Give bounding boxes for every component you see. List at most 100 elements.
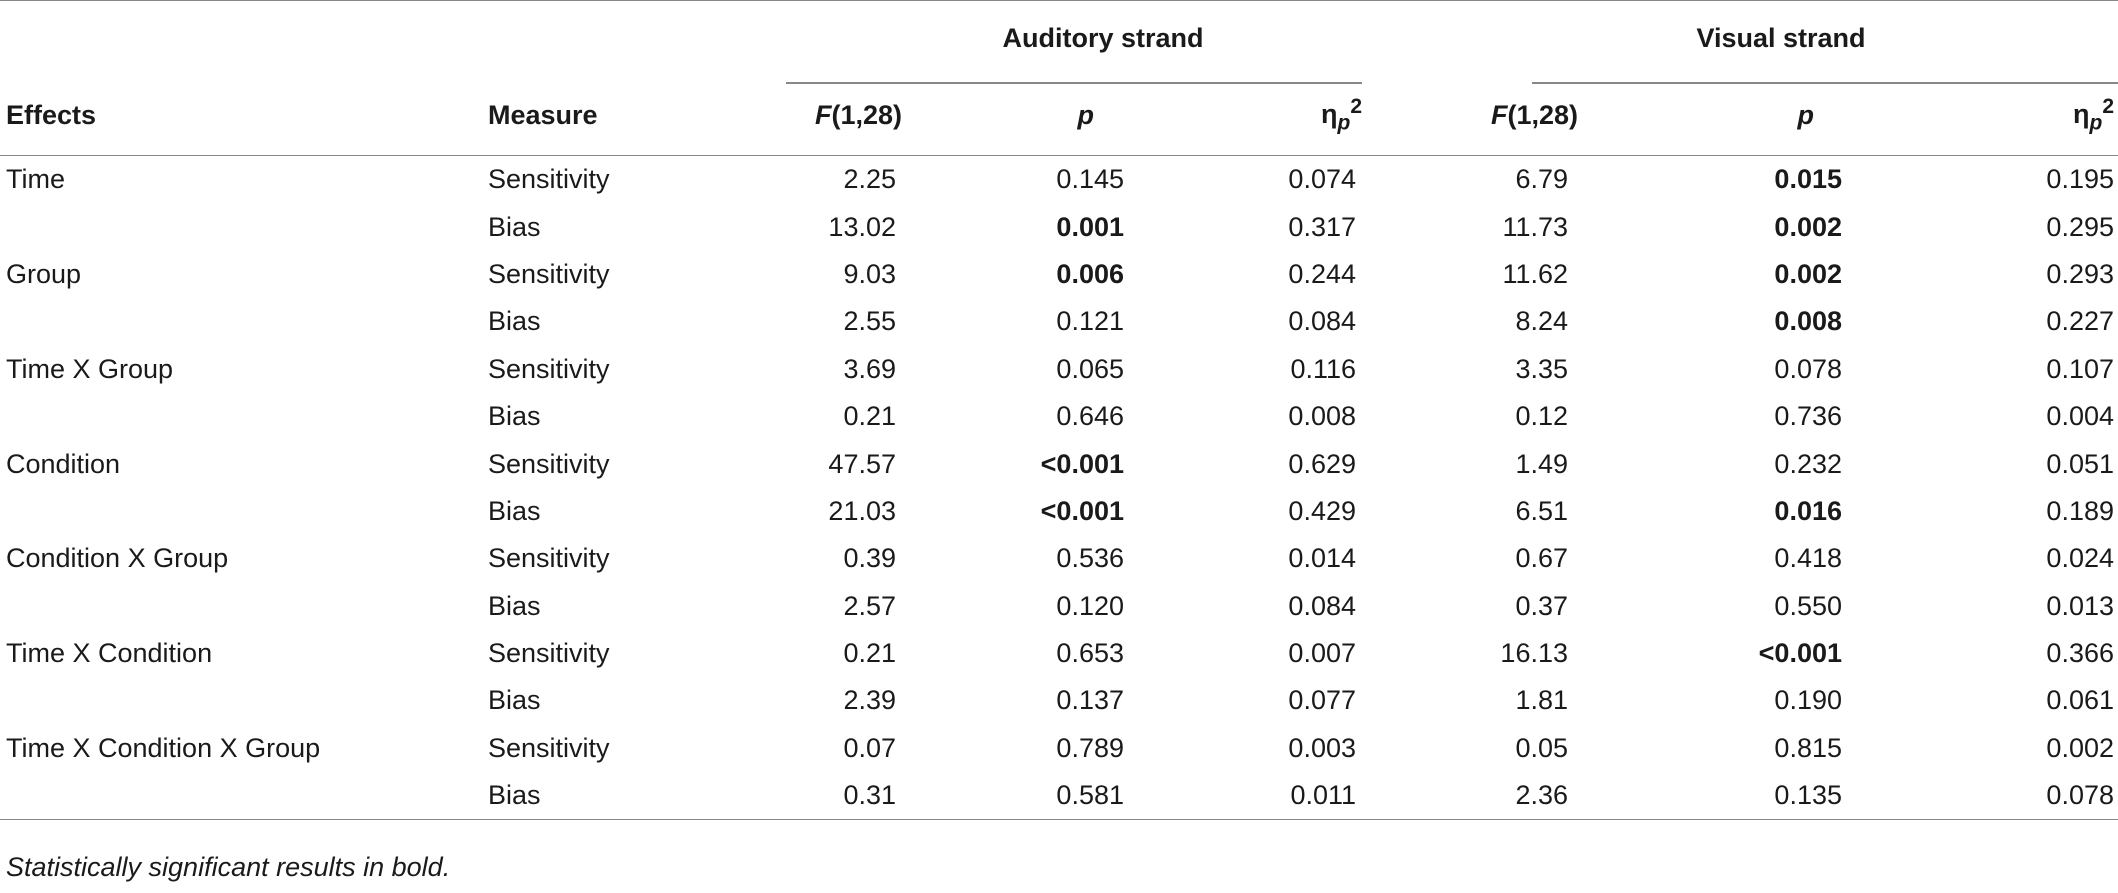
visual-eta-cell: 0.189 xyxy=(2046,495,2114,526)
measure-cell: Sensitivity xyxy=(488,543,610,574)
visual-p-cell: 0.008 xyxy=(1774,306,1842,337)
visual-p-cell: 0.016 xyxy=(1774,495,1842,526)
table-row: Bias 21.03 <0.001 0.429 6.51 0.016 0.189 xyxy=(0,488,2118,535)
visual-f-cell: 11.62 xyxy=(1502,258,1568,289)
visual-f-cell: 6.51 xyxy=(1515,495,1568,526)
auditory-p-cell: 0.581 xyxy=(902,772,1132,821)
visual-f-cell: 1.81 xyxy=(1515,685,1568,716)
effect-cell: Time xyxy=(6,164,65,195)
visual-p-cell: 0.815 xyxy=(1774,732,1842,763)
effect-cell xyxy=(0,393,490,440)
top-rule xyxy=(0,0,2118,1)
auditory-f-cell: 3.69 xyxy=(843,353,896,384)
auditory-f-cell: 0.21 xyxy=(843,401,896,432)
auditory-f-header: F(1,28) xyxy=(782,75,902,156)
auditory-p-cell: 0.120 xyxy=(1056,590,1124,621)
effect-cell xyxy=(0,203,490,250)
auditory-f-cell: 2.25 xyxy=(843,164,896,195)
table-row: Condition Sensitivity 47.57 <0.001 0.629 1.49… xyxy=(0,440,2118,487)
visual-strand-header: Visual strand xyxy=(1696,22,1866,53)
measure-cell: Bias xyxy=(488,772,780,821)
auditory-p-cell: 0.145 xyxy=(1056,164,1124,195)
visual-eta-cell: 0.293 xyxy=(2046,258,2114,289)
visual-p-cell: 0.015 xyxy=(1774,164,1842,195)
auditory-eta-cell: 0.244 xyxy=(1288,258,1356,289)
measure-cell: Sensitivity xyxy=(488,638,610,669)
visual-p-cell: <0.001 xyxy=(1758,638,1842,669)
visual-eta-cell: 0.051 xyxy=(2046,448,2114,479)
visual-p-cell: 0.232 xyxy=(1774,448,1842,479)
auditory-p-header: p xyxy=(902,75,1132,156)
effect-cell: Time X Group xyxy=(6,353,174,384)
effect-cell: Time X Condition xyxy=(6,638,213,669)
visual-f-cell: 2.36 xyxy=(1364,772,1620,821)
effect-cell: Condition xyxy=(6,448,121,479)
auditory-eta-cell: 0.008 xyxy=(1288,401,1356,432)
auditory-f-cell: 2.57 xyxy=(843,590,896,621)
auditory-p-cell: 0.646 xyxy=(1056,401,1124,432)
table-row: Group Sensitivity 9.03 0.006 0.244 11.62 0.002… xyxy=(0,251,2118,298)
visual-p-cell: 0.002 xyxy=(1774,258,1842,289)
visual-eta-cell: 0.078 xyxy=(1858,772,2118,821)
visual-eta-cell: 0.061 xyxy=(2046,685,2114,716)
auditory-eta-cell: 0.007 xyxy=(1288,638,1356,669)
auditory-eta-header: ηp2 xyxy=(1132,75,1364,156)
visual-f-header: F(1,28) xyxy=(1364,75,1620,156)
measure-cell: Bias xyxy=(488,590,541,621)
anova-table-figure: Auditory strand Visual strand Effects Me… xyxy=(0,0,2118,821)
table-row: Bias 0.21 0.646 0.008 0.12 0.736 0.004 xyxy=(0,393,2118,440)
strand-header-row: Auditory strand Visual strand xyxy=(0,1,2118,75)
effect-cell xyxy=(0,488,490,535)
auditory-p-cell: 0.121 xyxy=(1056,306,1124,337)
auditory-p-cell: 0.137 xyxy=(1056,685,1124,716)
auditory-eta-cell: 0.629 xyxy=(1288,448,1356,479)
visual-eta-cell: 0.013 xyxy=(2046,590,2114,621)
visual-f-cell: 8.24 xyxy=(1515,306,1568,337)
visual-strand-rule xyxy=(1532,82,2118,84)
effect-cell xyxy=(0,677,490,724)
auditory-p-cell: 0.065 xyxy=(1056,353,1124,384)
auditory-eta-cell: 0.084 xyxy=(1288,590,1356,621)
auditory-f-cell: 13.02 xyxy=(828,211,896,242)
table-row: Bias 2.57 0.120 0.084 0.37 0.550 0.013 xyxy=(0,583,2118,630)
auditory-f-cell: 2.39 xyxy=(843,685,896,716)
visual-eta-header: ηp2 xyxy=(1858,75,2118,156)
visual-p-cell: 0.736 xyxy=(1774,401,1842,432)
auditory-f-cell: 47.57 xyxy=(828,448,896,479)
auditory-eta-cell: 0.317 xyxy=(1288,211,1356,242)
measure-cell: Bias xyxy=(488,495,541,526)
auditory-eta-cell: 0.084 xyxy=(1288,306,1356,337)
visual-eta-cell: 0.004 xyxy=(2046,401,2114,432)
visual-eta-cell: 0.295 xyxy=(2046,211,2114,242)
auditory-eta-cell: 0.014 xyxy=(1288,543,1356,574)
table-body: Time Sensitivity 2.25 0.145 0.074 6.79 0.015 0.… xyxy=(0,156,2118,821)
visual-f-cell: 3.35 xyxy=(1515,353,1568,384)
auditory-p-cell: 0.536 xyxy=(1056,543,1124,574)
measure-cell: Bias xyxy=(488,685,541,716)
measure-cell: Sensitivity xyxy=(488,353,610,384)
measure-cell: Sensitivity xyxy=(488,732,610,763)
auditory-eta-cell: 0.429 xyxy=(1288,495,1356,526)
auditory-f-cell: 0.07 xyxy=(843,732,896,763)
measure-header: Measure xyxy=(488,75,780,156)
measure-cell: Bias xyxy=(488,401,541,432)
measure-cell: Bias xyxy=(488,211,541,242)
auditory-f-cell: 0.31 xyxy=(782,772,902,821)
auditory-eta-cell: 0.011 xyxy=(1132,772,1364,821)
measure-cell: Sensitivity xyxy=(488,258,610,289)
auditory-f-cell: 0.21 xyxy=(843,638,896,669)
auditory-p-cell: 0.653 xyxy=(1056,638,1124,669)
table-row: Time X Group Sensitivity 3.69 0.065 0.116 3.3… xyxy=(0,346,2118,393)
visual-f-cell: 6.79 xyxy=(1515,164,1568,195)
measure-cell: Sensitivity xyxy=(488,448,610,479)
effect-cell xyxy=(0,583,490,630)
auditory-p-cell: <0.001 xyxy=(1040,495,1124,526)
auditory-p-cell: 0.789 xyxy=(1056,732,1124,763)
effect-cell: Group xyxy=(6,258,82,289)
visual-p-cell: 0.078 xyxy=(1774,353,1842,384)
visual-f-cell: 16.13 xyxy=(1500,638,1568,669)
auditory-strand-rule xyxy=(786,82,1362,84)
measure-cell: Sensitivity xyxy=(488,164,610,195)
visual-p-cell: 0.190 xyxy=(1774,685,1842,716)
visual-f-cell: 0.37 xyxy=(1515,590,1568,621)
